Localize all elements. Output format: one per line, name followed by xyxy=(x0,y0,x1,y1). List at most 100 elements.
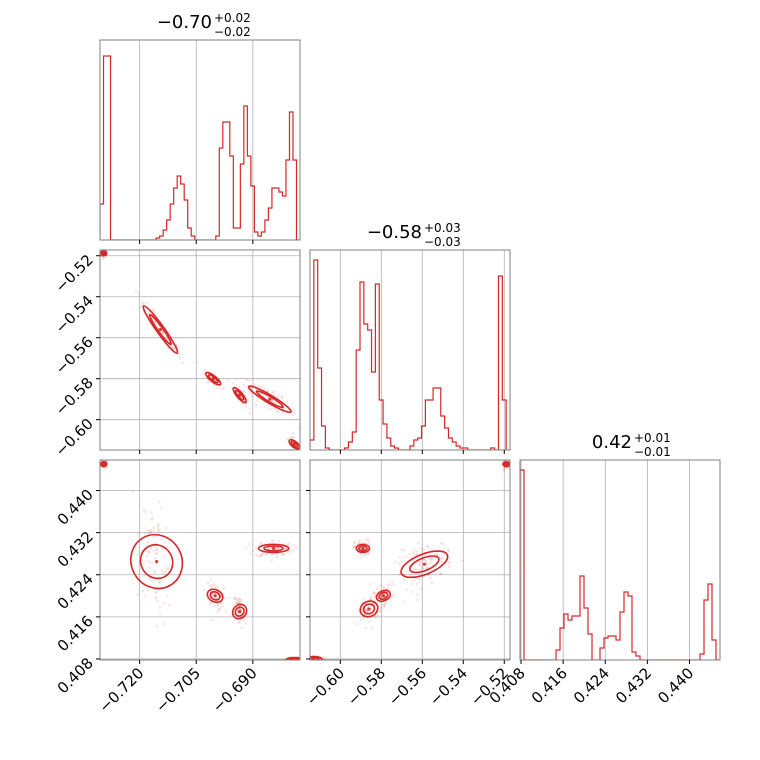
panel-title-1: −0.58 +0.03−0.03 xyxy=(367,221,461,249)
sample-point xyxy=(410,572,414,576)
sample-point xyxy=(430,581,434,584)
sample-point xyxy=(215,585,219,589)
sample-point xyxy=(426,566,430,569)
sample-point xyxy=(364,626,368,630)
sample-point xyxy=(259,541,263,544)
sample-point xyxy=(415,552,419,556)
sample-point xyxy=(239,600,243,604)
sample-point xyxy=(146,550,150,553)
sample-point xyxy=(101,257,105,260)
sample-point xyxy=(403,600,407,604)
density-cluster xyxy=(244,539,298,562)
sample-point xyxy=(431,556,434,560)
sample-point xyxy=(237,597,240,600)
sample-point xyxy=(196,361,199,364)
sample-point xyxy=(146,541,150,544)
axes-frame xyxy=(99,249,301,451)
sample-point xyxy=(156,526,160,530)
sample-point xyxy=(295,660,298,663)
sample-point xyxy=(430,546,433,550)
sample-point xyxy=(245,403,248,406)
sample-point xyxy=(144,532,147,535)
sample-point xyxy=(302,660,305,663)
sample-point xyxy=(262,551,266,555)
sample-point xyxy=(218,606,222,610)
sample-point xyxy=(386,583,389,587)
sample-point xyxy=(240,626,244,630)
density-cluster xyxy=(227,379,252,415)
sample-point xyxy=(365,610,368,613)
sample-point xyxy=(502,469,506,472)
contour-line xyxy=(209,590,221,601)
sample-point xyxy=(418,562,422,566)
contour-line xyxy=(288,438,300,450)
sample-point xyxy=(383,604,387,608)
sample-point xyxy=(272,407,276,411)
sample-point xyxy=(161,332,164,335)
sample-point xyxy=(369,597,373,601)
scatter-panel-1-0: −0.60−0.58−0.56−0.54−0.52 xyxy=(52,249,301,460)
sample-point xyxy=(140,301,144,305)
sample-point xyxy=(260,384,263,388)
density-cluster xyxy=(231,596,248,630)
sample-point xyxy=(323,656,327,659)
density-peak xyxy=(102,462,106,466)
scatter-panel-2-1: −0.60−0.58−0.56−0.54−0.52 xyxy=(303,459,512,709)
sample-point xyxy=(292,549,296,553)
sample-point xyxy=(280,395,283,399)
sample-point xyxy=(436,553,439,556)
sample-point xyxy=(379,584,382,587)
sample-point xyxy=(381,602,384,606)
density-peak xyxy=(271,546,276,551)
sample-point xyxy=(236,598,240,601)
contour-line xyxy=(130,533,184,590)
x-tick-label: 0.416 xyxy=(528,664,571,707)
sample-point xyxy=(262,387,266,390)
sample-point xyxy=(144,594,147,598)
sample-point xyxy=(213,585,217,589)
sample-point xyxy=(425,562,429,566)
sample-point xyxy=(365,609,369,613)
sample-point xyxy=(292,435,295,439)
y-tick-label: −0.58 xyxy=(52,374,97,419)
sample-point xyxy=(150,561,153,564)
sample-point xyxy=(385,601,388,605)
sample-point xyxy=(163,555,166,558)
sample-point xyxy=(286,438,290,441)
sample-point xyxy=(426,544,430,548)
sample-point xyxy=(215,387,219,390)
sample-point xyxy=(398,556,402,559)
sample-point xyxy=(216,602,219,606)
sample-point xyxy=(244,622,247,626)
panel-title-0: −0.70 +0.02−0.02 xyxy=(157,11,251,39)
sample-point xyxy=(306,660,309,663)
sample-point xyxy=(440,560,444,564)
sample-point xyxy=(166,594,169,597)
sample-point xyxy=(281,552,284,556)
sample-point xyxy=(220,602,224,606)
density-cluster xyxy=(242,378,300,429)
y-tick-label: 0.416 xyxy=(54,612,97,655)
sample-point xyxy=(430,558,434,561)
sample-point xyxy=(282,553,286,556)
sample-point xyxy=(292,413,296,417)
sample-point xyxy=(275,409,279,413)
sample-point xyxy=(379,609,383,613)
density-peak xyxy=(155,559,159,564)
sample-point xyxy=(291,408,295,411)
sample-point xyxy=(412,579,415,582)
sample-point xyxy=(258,555,262,558)
sample-point xyxy=(150,547,154,550)
sample-point xyxy=(397,562,401,566)
sample-point xyxy=(166,567,169,570)
sample-point xyxy=(286,551,290,554)
sample-point xyxy=(152,549,156,552)
title-upper-error: +0.03 xyxy=(424,221,461,235)
sample-point xyxy=(392,593,395,596)
sample-point xyxy=(147,532,151,535)
sample-point xyxy=(448,561,452,564)
sample-point xyxy=(400,548,403,552)
sample-point xyxy=(460,559,464,562)
sample-point xyxy=(248,552,252,555)
